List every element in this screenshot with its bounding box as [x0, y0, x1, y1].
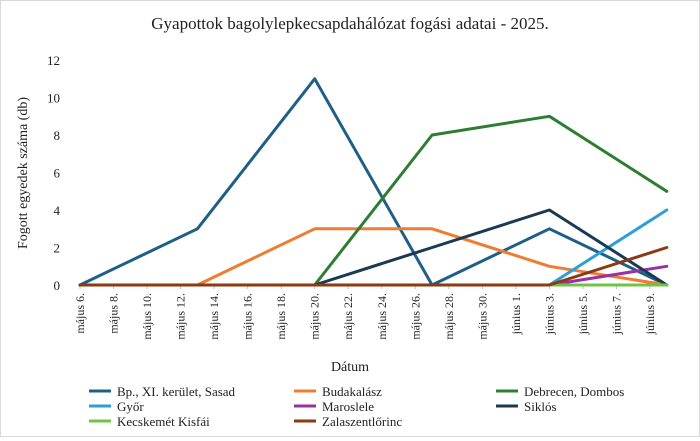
x-tick-label: május 24. [375, 293, 389, 340]
x-tick-label: június 9. [643, 293, 657, 335]
x-tick-label: május 8. [107, 293, 121, 334]
x-axis-label: Dátum [331, 360, 369, 375]
series-line [78, 208, 669, 287]
x-tick-label: május 22. [341, 293, 355, 340]
series-line [78, 77, 669, 287]
x-tick-label: május 18. [274, 293, 288, 340]
x-tick-label: május 28. [442, 293, 456, 340]
x-tick-label: május 16. [241, 293, 255, 340]
x-tick-label: május 10. [140, 293, 154, 340]
legend-label: Maroslele [322, 399, 374, 414]
x-tick-label: június 3. [542, 293, 556, 335]
y-tick-label: 10 [47, 91, 60, 106]
y-axis-label: Fogott egyedek száma (db) [16, 97, 31, 249]
series-line [78, 208, 669, 287]
legend-label: Budakalász [322, 384, 382, 399]
y-tick-label: 6 [54, 166, 61, 181]
legend-label: Debrecen, Dombos [524, 384, 624, 399]
series-lines [78, 77, 669, 287]
y-tick-label: 8 [54, 128, 61, 143]
x-tick-label: május 12. [174, 293, 188, 340]
series-line [78, 114, 669, 287]
legend-label: Győr [117, 399, 144, 414]
y-tick-label: 4 [54, 203, 61, 218]
y-tick-label: 0 [54, 278, 61, 293]
x-tick-label: május 26. [408, 293, 422, 340]
x-tick-label: május 20. [308, 293, 322, 340]
legend-label: Kecskemét Kisfái [117, 414, 210, 429]
chart-title: Gyapottok bagolylepkecsapdahálózat fogás… [151, 14, 548, 33]
y-tick-label: 12 [47, 53, 60, 68]
legend: Bp., XI. kerület, Sasad Budakalász Debrece… [89, 384, 624, 429]
series-line [78, 246, 669, 287]
legend-label: Zalaszentlőrinc [322, 414, 402, 429]
x-tick-label: június 5. [576, 293, 590, 335]
axes: 0 2 4 6 8 10 12 május 6. május 8. május 10. május … [47, 53, 657, 340]
y-tick-label: 2 [54, 241, 61, 256]
x-tick-label: május 6. [73, 293, 87, 334]
x-tick-label: május 30. [475, 293, 489, 340]
legend-label: Bp., XI. kerület, Sasad [117, 384, 236, 399]
x-tick-label: május 14. [207, 293, 221, 340]
legend-label: Siklós [524, 399, 557, 414]
x-tick-label: június 1. [509, 293, 523, 335]
x-tick-label: június 7. [609, 293, 623, 335]
